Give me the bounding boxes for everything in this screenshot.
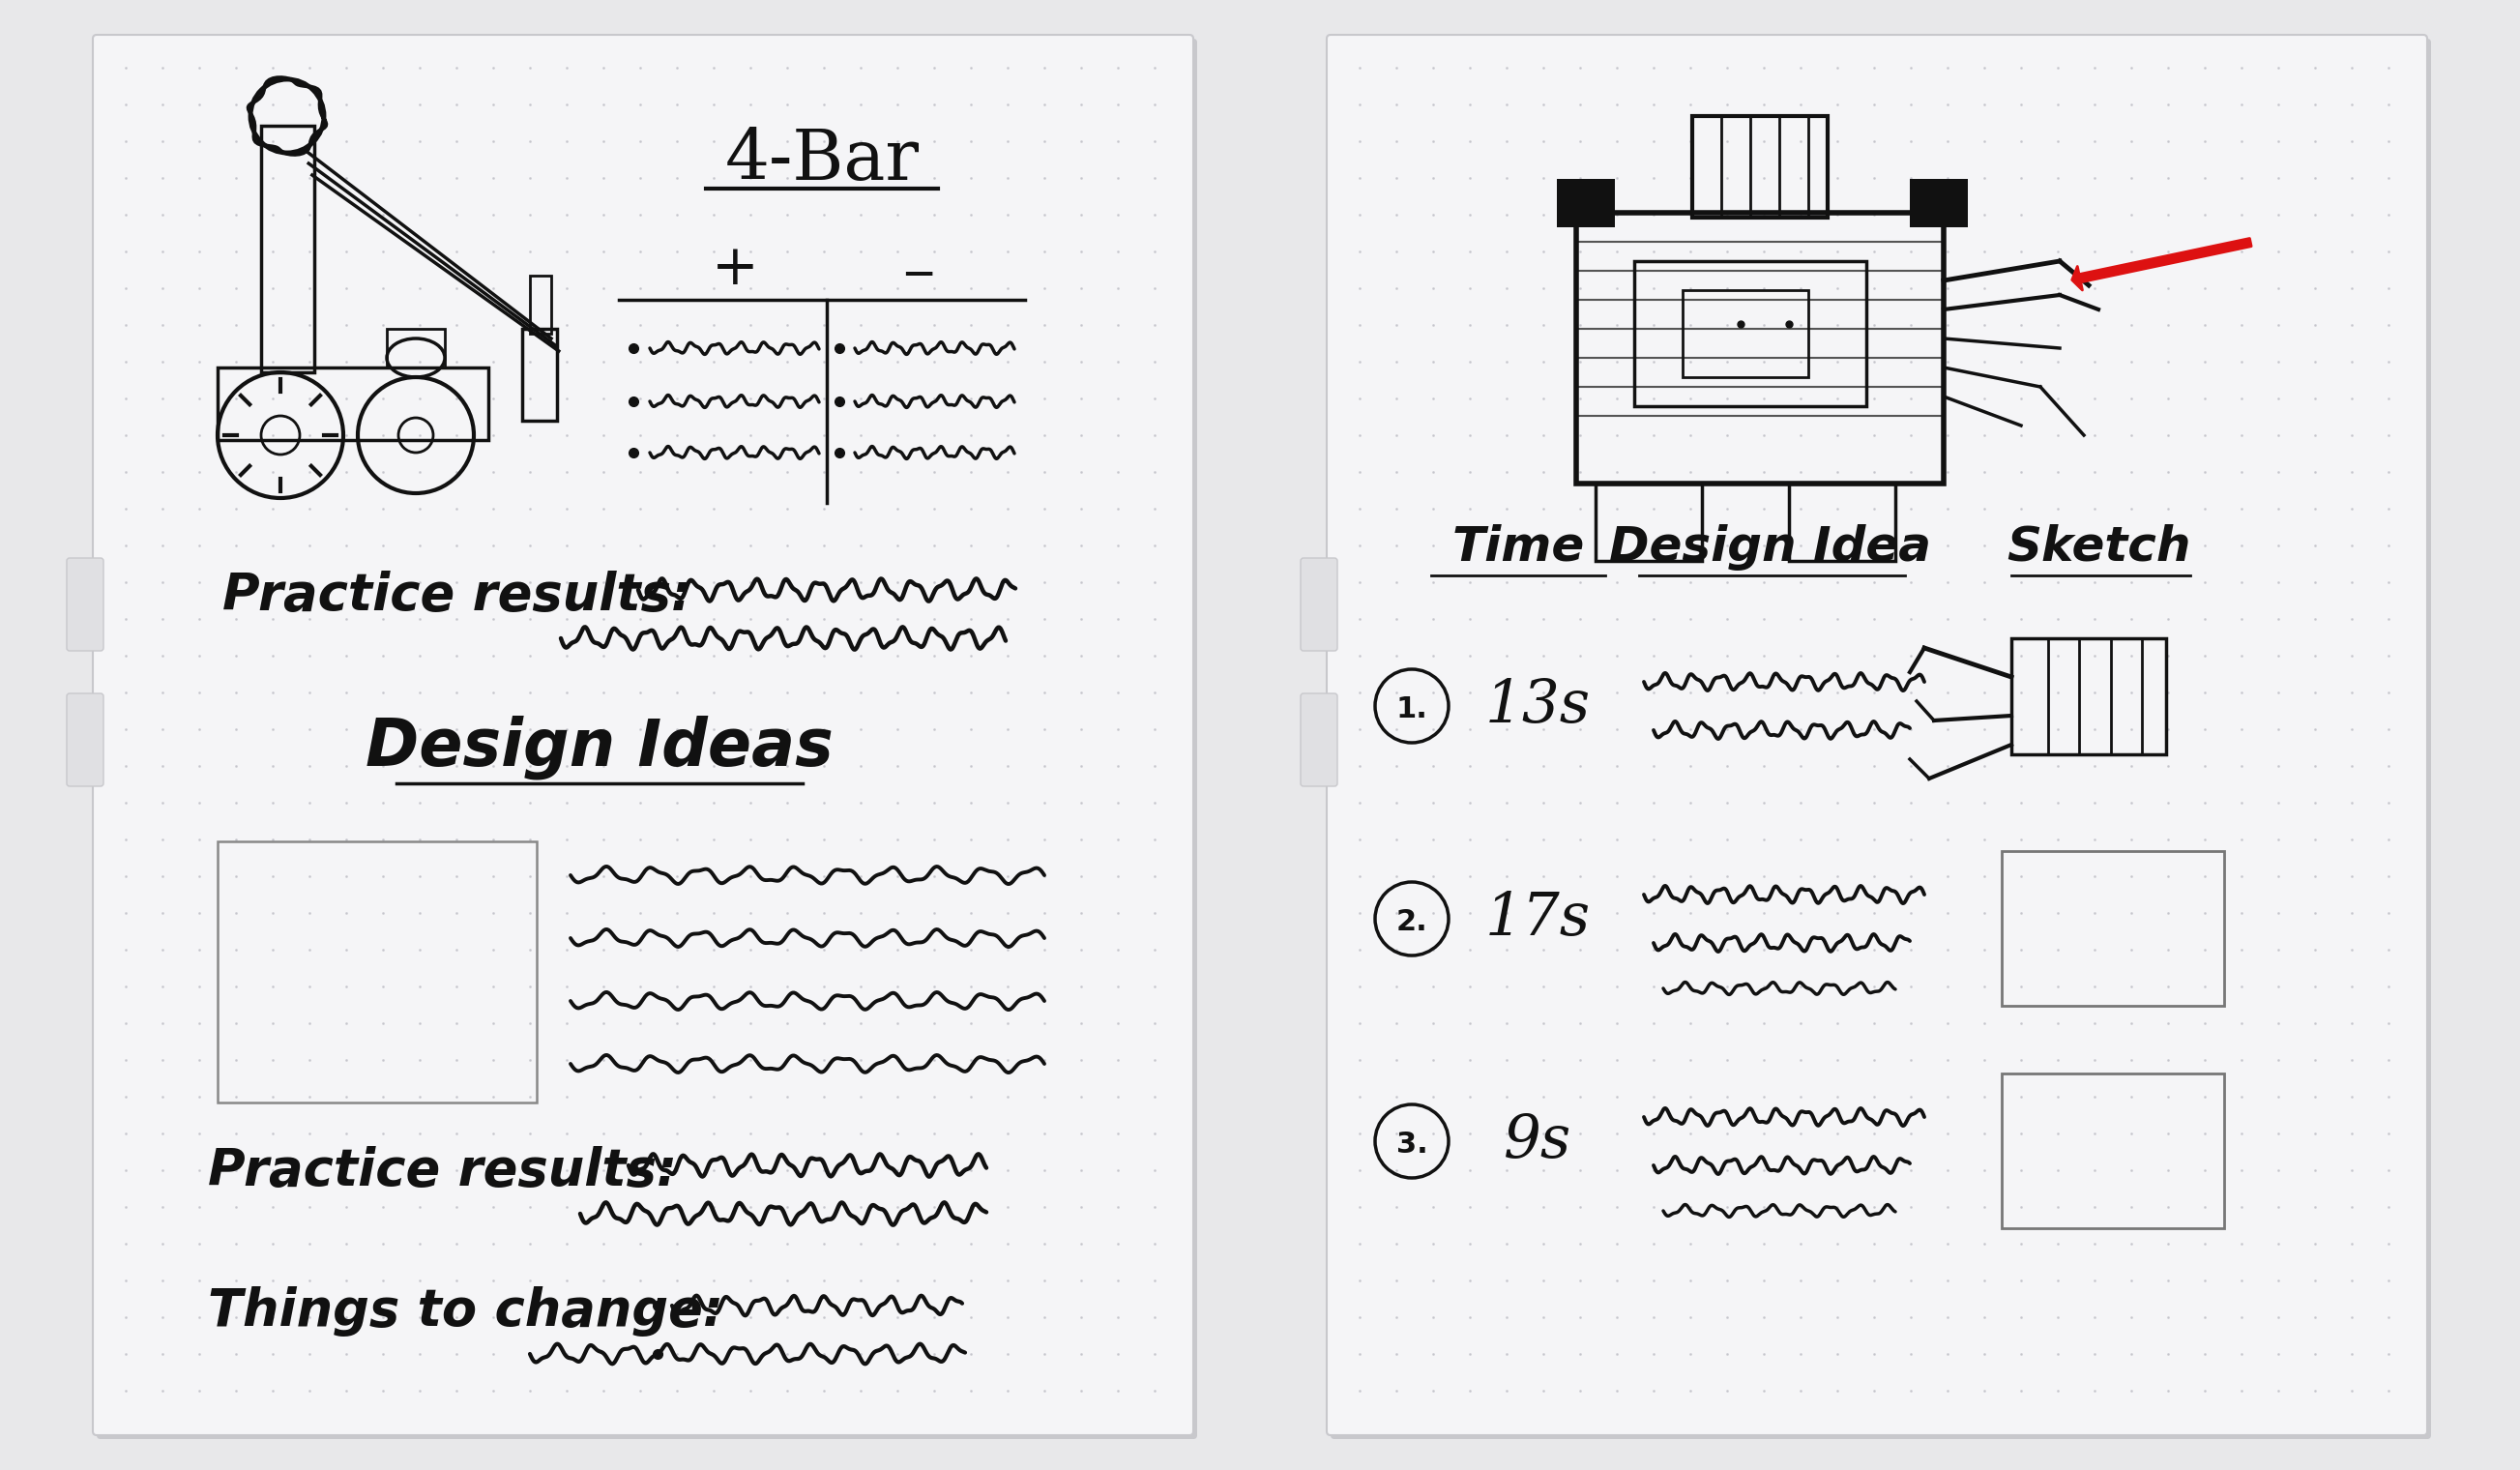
Text: Practice results:: Practice results: <box>222 570 690 620</box>
Text: 4-Bar: 4-Bar <box>726 126 920 194</box>
Text: +: + <box>711 241 759 295</box>
FancyBboxPatch shape <box>1300 559 1338 651</box>
FancyBboxPatch shape <box>66 694 103 786</box>
Text: 3.: 3. <box>1396 1130 1429 1158</box>
Text: 9s: 9s <box>1504 1113 1572 1170</box>
FancyBboxPatch shape <box>96 38 1197 1439</box>
Text: –: – <box>902 241 935 304</box>
FancyBboxPatch shape <box>1910 179 1968 228</box>
Text: Practice results:: Practice results: <box>209 1147 678 1197</box>
Text: 17s: 17s <box>1484 889 1590 948</box>
FancyBboxPatch shape <box>1300 694 1338 786</box>
Text: 2.: 2. <box>1396 908 1429 936</box>
FancyBboxPatch shape <box>1331 38 2432 1439</box>
Text: Things to change:: Things to change: <box>209 1286 723 1336</box>
Text: Design Ideas: Design Ideas <box>365 716 834 781</box>
FancyBboxPatch shape <box>93 35 1194 1435</box>
Text: Sketch: Sketch <box>2006 525 2190 570</box>
FancyBboxPatch shape <box>66 559 103 651</box>
Text: 1.: 1. <box>1396 695 1429 723</box>
FancyBboxPatch shape <box>1557 179 1615 228</box>
FancyBboxPatch shape <box>1326 35 2427 1435</box>
Text: Time: Time <box>1452 525 1585 570</box>
Text: 13s: 13s <box>1484 678 1590 735</box>
Text: Design Idea: Design Idea <box>1608 525 1930 570</box>
